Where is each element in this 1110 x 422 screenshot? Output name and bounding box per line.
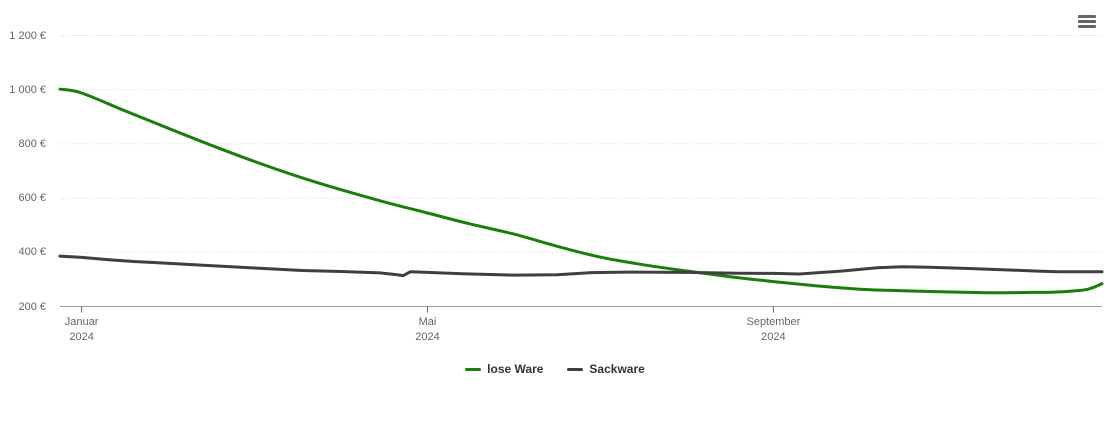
- sackware-line-icon: [567, 367, 584, 371]
- chart-context-menu-button[interactable]: [1074, 10, 1100, 32]
- series-line-lose-ware[interactable]: [58, 87, 1104, 295]
- legend-label-sackware: Sackware: [589, 362, 645, 376]
- series-line-sackware[interactable]: [58, 254, 1104, 278]
- chart-legend: lose Ware Sackware: [0, 362, 1110, 376]
- legend-item-lose-ware[interactable]: lose Ware: [465, 362, 543, 376]
- legend-item-sackware[interactable]: Sackware: [567, 362, 645, 376]
- legend-label-lose-ware: lose Ware: [487, 362, 544, 376]
- lose-ware-line-icon: [465, 367, 482, 371]
